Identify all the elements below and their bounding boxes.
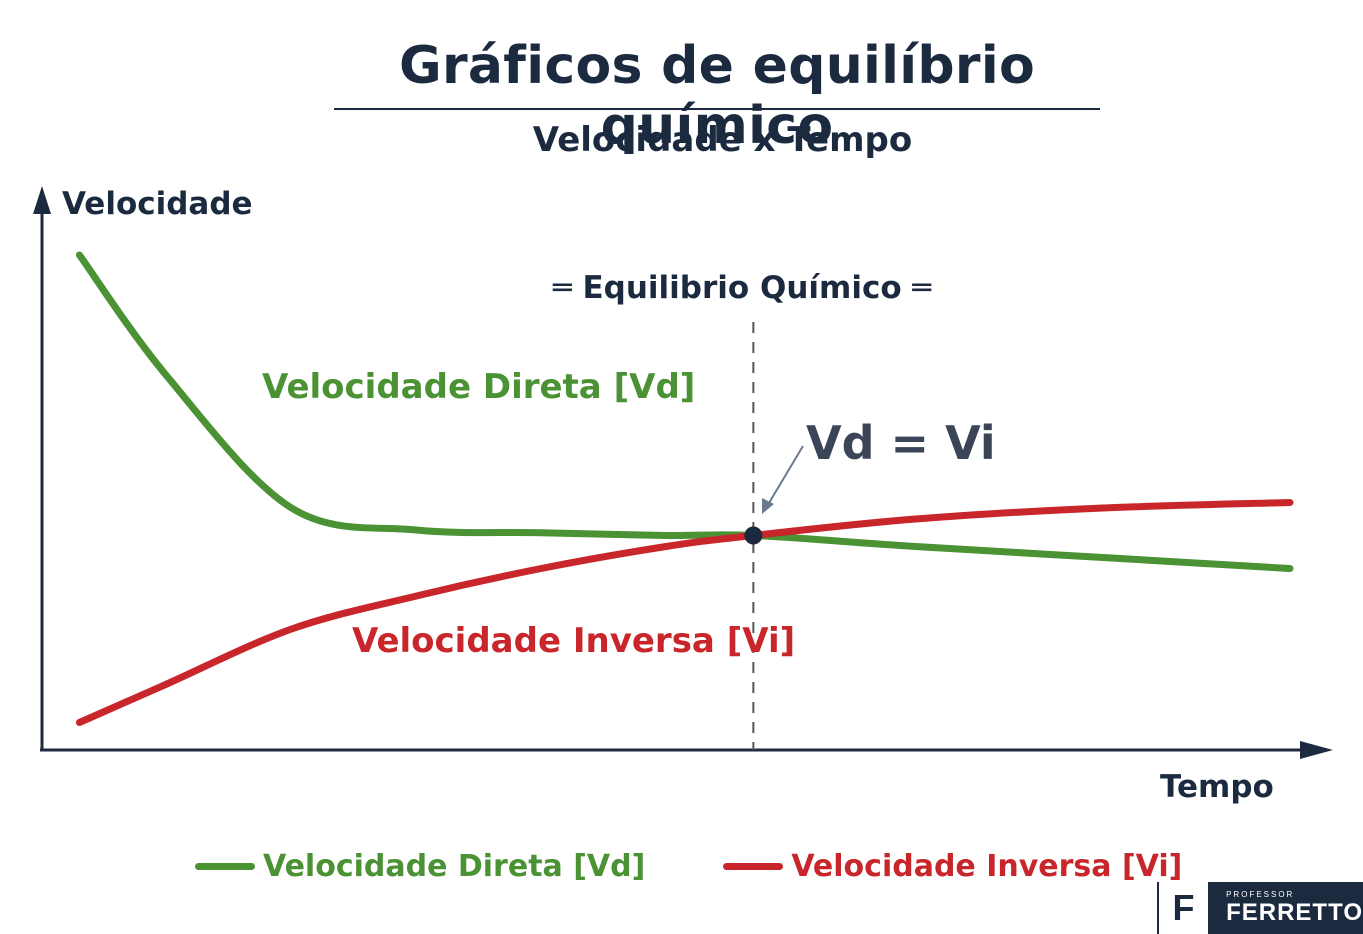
x-axis-label: Tempo	[1160, 769, 1274, 805]
series-line-inversa	[75, 499, 1294, 726]
chart-title: Gráficos de equilíbrio químico	[398, 36, 1036, 156]
chart-subtitle: Velocidade x Tempo	[532, 120, 913, 160]
legend-swatch-direta	[195, 862, 255, 870]
legend-item-direta: Velocidade Direta [Vd]	[195, 849, 645, 884]
x-axis-arrow-icon	[1300, 741, 1333, 759]
logo-box: PROFESSOR FERRETTO	[1208, 882, 1363, 934]
legend: Velocidade Direta [Vd] Velocidade Invers…	[195, 846, 1260, 886]
equilibrium-point-label: Vd = Vi	[806, 416, 996, 470]
y-axis-label: Velocidade	[62, 186, 253, 222]
logo-small-text: PROFESSOR	[1226, 889, 1295, 899]
series-label-direta: Velocidade Direta [Vd]	[262, 367, 695, 407]
legend-swatch-inversa	[723, 862, 784, 870]
y-axis-arrow-icon	[33, 186, 51, 214]
legend-item-inversa: Velocidade Inversa [Vi]	[723, 849, 1182, 884]
pointer-arrow-icon	[762, 498, 774, 514]
brand-logo: F PROFESSOR FERRETTO	[1157, 882, 1363, 934]
legend-label-inversa: Velocidade Inversa [Vi]	[791, 848, 1183, 884]
legend-label-direta: Velocidade Direta [Vd]	[263, 848, 646, 884]
logo-big-text: FERRETTO	[1226, 898, 1363, 926]
title-underline	[334, 108, 1100, 110]
series-line-direta	[75, 251, 1294, 572]
series-label-inversa: Velocidade Inversa [Vi]	[352, 621, 795, 661]
equilibrium-label: ═ Equilibrio Químico ═	[552, 270, 931, 306]
logo-mark: F	[1157, 882, 1209, 934]
equilibrium-point	[744, 526, 763, 545]
pointer-line	[765, 445, 804, 509]
series-layer	[75, 251, 1294, 726]
